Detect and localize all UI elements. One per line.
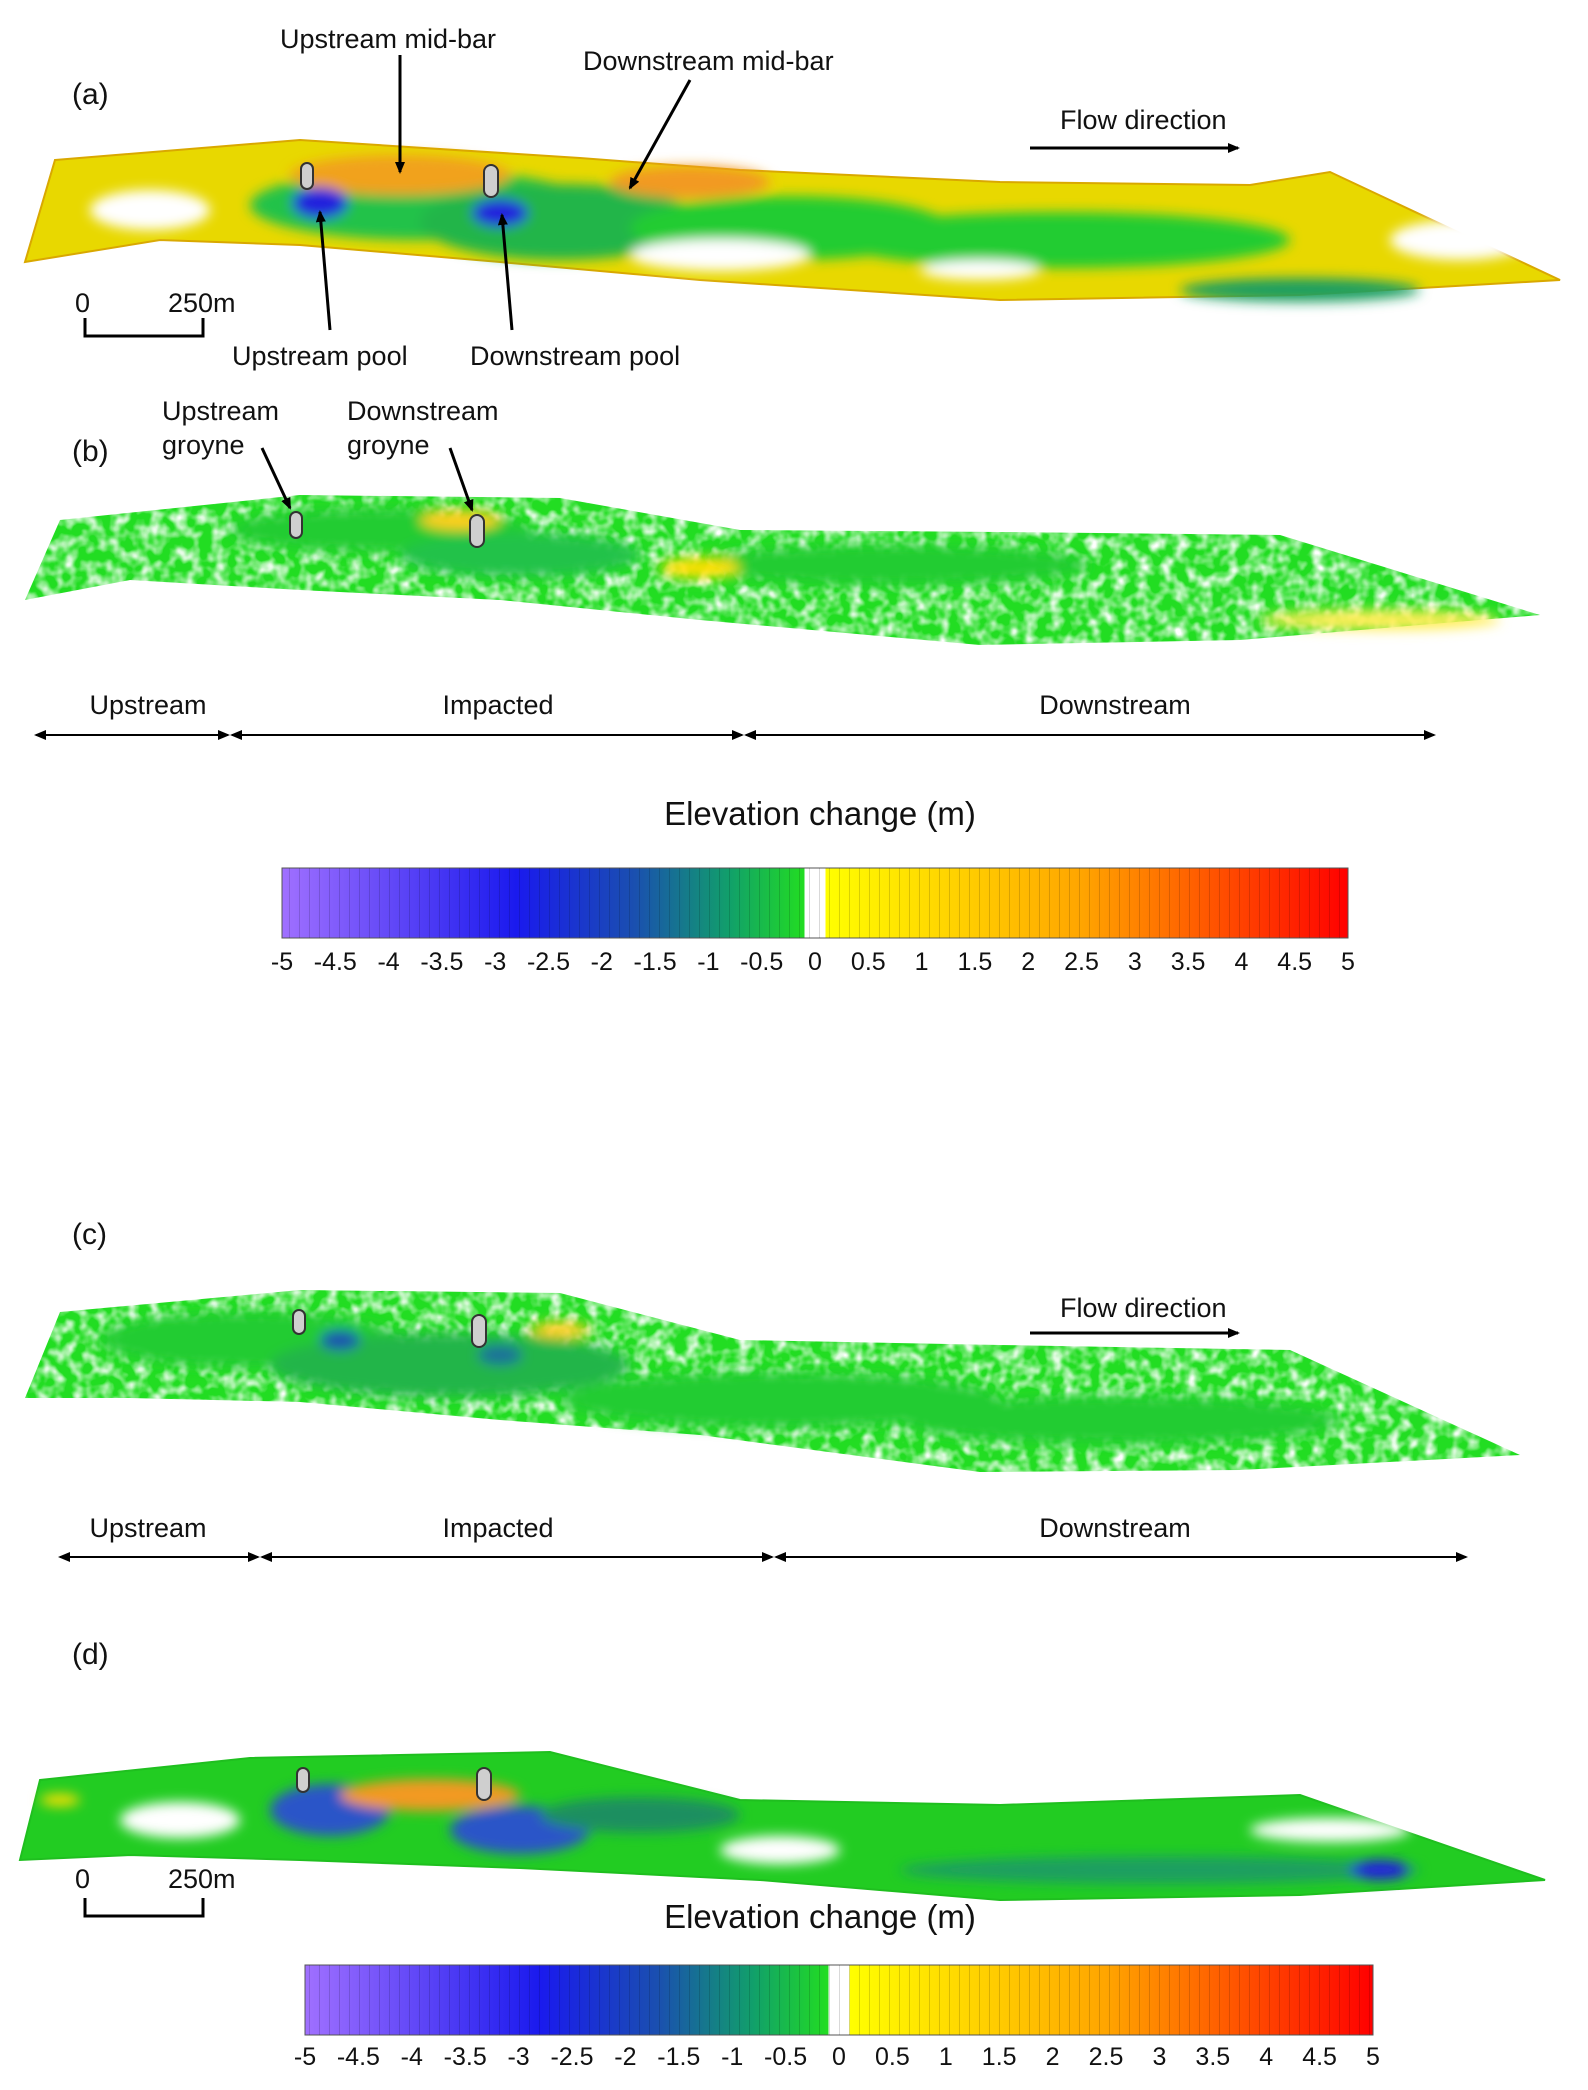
colorbar-title-top: Elevation change (m) (664, 795, 976, 832)
scale-bar-start-label: 0 (75, 288, 91, 318)
map-panel-b (25, 495, 1540, 645)
reach-downstream-label-c: Downstream (1039, 1513, 1191, 1543)
colorbar-tick-label: 0 (808, 948, 822, 976)
colorbar-tick-label: 4 (1234, 948, 1249, 976)
groyne-downstream-c (471, 1314, 487, 1348)
map-panel-a (23, 138, 1561, 302)
colorbar-top (281, 867, 1349, 939)
upstream-groyne-arrow (260, 447, 292, 510)
colorbar-tick-label: 2.5 (1088, 2043, 1124, 2071)
reach-downstream-label-b: Downstream (1039, 690, 1191, 720)
annotation-arrows (260, 55, 1240, 1338)
colorbar-tick-label: 0.5 (875, 2043, 910, 2071)
groyne-upstream-d (296, 1767, 310, 1793)
colorbar-tick-label: -2 (590, 948, 613, 976)
downstream-groyne-label: Downstream groyne (347, 396, 499, 460)
colorbar-tick-label: -3 (507, 2043, 530, 2071)
downstream-pool-arrow (497, 213, 514, 331)
colorbar-tick-label: 3.5 (1170, 948, 1206, 976)
groyne-downstream-a (483, 164, 499, 198)
reach-impacted-label-c: Impacted (442, 1513, 554, 1543)
flow-direction-label-a: Flow direction (1060, 105, 1227, 135)
colorbar-tick-label: -1.5 (633, 948, 677, 976)
colorbar-tick-label: 2 (1021, 948, 1036, 976)
groyne-upstream-c (292, 1309, 306, 1335)
scale-bar-bottom (83, 1898, 205, 1918)
panel-c-label: (c) (72, 1218, 107, 1251)
reach-impacted-label-b: Impacted (442, 690, 554, 720)
map-panel-c (25, 1290, 1520, 1472)
scale-bar-end-label-bottom: 250m (168, 1864, 236, 1894)
colorbar-tick-label: -2.5 (526, 948, 571, 976)
reach-upstream-label-c: Upstream (89, 1513, 207, 1543)
downstream-mid-bar-arrow (628, 79, 692, 190)
colorbar-tick-label: 1.5 (957, 948, 993, 976)
upstream-mid-bar-label: Upstream mid-bar (280, 24, 497, 54)
downstream-mid-bar-label: Downstream mid-bar (583, 46, 834, 76)
colorbar-tick-label: 0.5 (850, 948, 886, 976)
reach-upstream-label-b: Upstream (89, 690, 207, 720)
colorbar-tick-label: 2 (1045, 2043, 1060, 2071)
colorbar-tick-label: -0.5 (740, 948, 784, 976)
colorbar-tick-label: 4 (1259, 2043, 1274, 2071)
colorbar-tick-label: -1 (721, 2043, 744, 2071)
colorbar-tick-label: -1 (697, 948, 720, 976)
colorbar-tick-label: -0.5 (764, 2043, 808, 2071)
colorbar-tick-label: -3 (484, 948, 507, 976)
groyne-upstream-a (300, 162, 314, 190)
colorbar-tick-label: 4.5 (1302, 2043, 1337, 2071)
colorbar-tick-label: -1.5 (657, 2043, 701, 2071)
colorbar-tick-label: -2 (614, 2043, 637, 2071)
colorbar-tick-label: -4 (400, 2043, 423, 2071)
colorbar-tick-label: -3.5 (443, 2043, 487, 2071)
groyne-downstream-d (476, 1767, 492, 1801)
colorbar-tick-label: 3 (1127, 948, 1142, 976)
downstream-groyne-arrow (448, 447, 474, 512)
colorbar-tick-label: -4.5 (313, 948, 357, 976)
colorbar-tick-label: 1 (938, 2043, 953, 2071)
colorbar-bottom (304, 1964, 1374, 2036)
upstream-pool-arrow (315, 210, 332, 331)
colorbar-tick-label: -4 (377, 948, 400, 976)
downstream-pool-label: Downstream pool (470, 341, 681, 371)
colorbar-tick-label: 1 (914, 948, 929, 976)
colorbar-tick-label: -4.5 (336, 2043, 380, 2071)
colorbar-tick-label: 1.5 (981, 2043, 1017, 2071)
colorbar-tick-label: -5 (293, 2043, 317, 2071)
scale-bar-top (83, 318, 205, 338)
map-panel-d (18, 1750, 1546, 1902)
panel-d-label: (d) (72, 1638, 109, 1671)
scale-bar-end-label: 250m (168, 288, 236, 318)
colorbar-tick-label: -5 (270, 948, 294, 976)
upstream-groyne-label: Upstream groyne (162, 396, 280, 460)
panel-a-label: (a) (72, 78, 109, 111)
scale-bar-start-label-bottom: 0 (75, 1864, 91, 1894)
colorbar-tick-label: 2.5 (1064, 948, 1099, 976)
upstream-pool-label: Upstream pool (232, 341, 408, 371)
colorbar-tick-label: 4.5 (1277, 948, 1313, 976)
panel-b-label: (b) (72, 435, 109, 468)
colorbar-tick-label: 3.5 (1195, 2043, 1231, 2071)
flow-direction-label-c: Flow direction (1060, 1293, 1227, 1323)
groyne-upstream-b (289, 511, 303, 539)
groyne-downstream-b (469, 514, 485, 548)
colorbar-title-bottom: Elevation change (m) (664, 1898, 976, 1935)
colorbar-tick-label: 0 (832, 2043, 846, 2071)
colorbar-tick-label: -3.5 (420, 948, 464, 976)
colorbar-tick-label: 5 (1341, 948, 1355, 976)
colorbar-tick-label: -2.5 (550, 2043, 594, 2071)
colorbar-tick-label: 3 (1152, 2043, 1167, 2071)
colorbar-tick-label: 5 (1366, 2043, 1380, 2071)
